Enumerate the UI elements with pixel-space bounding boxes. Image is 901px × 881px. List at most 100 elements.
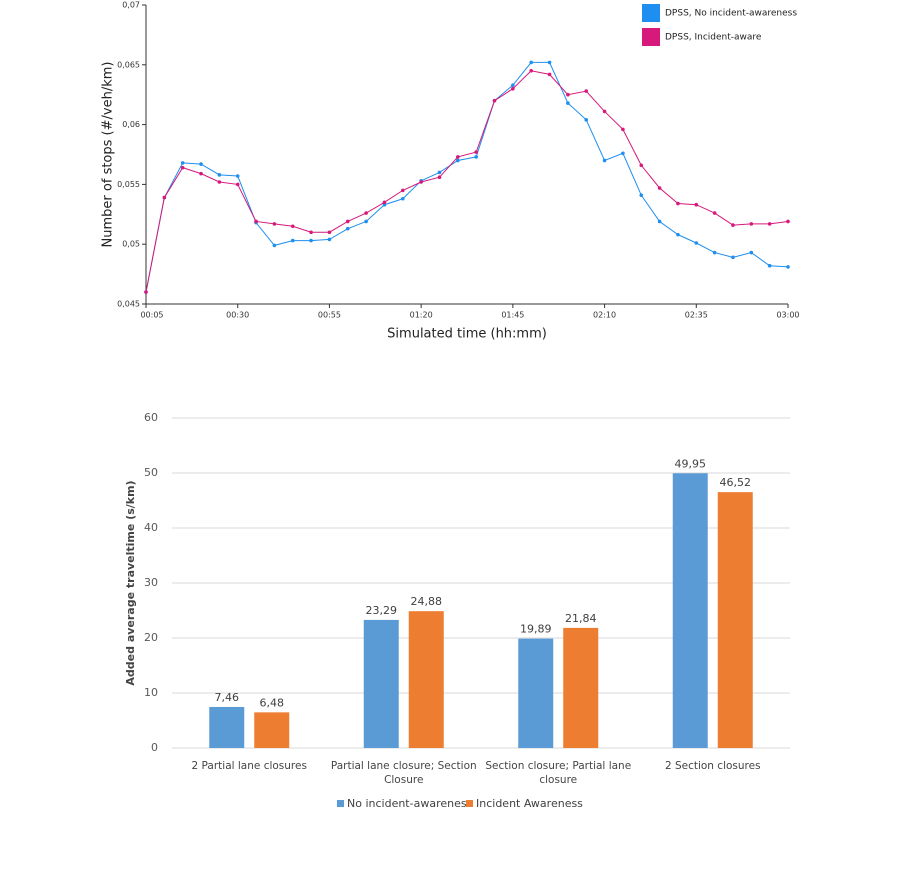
- point: [235, 174, 240, 178]
- legend-swatch: [642, 28, 660, 46]
- y-tick-label: 0: [151, 741, 158, 754]
- point: [731, 255, 735, 260]
- y-tick-label: 0,07: [122, 1, 140, 10]
- x-tick-label: Partial lane closure; Section Closure: [330, 760, 477, 786]
- x-axis-title: Simulated time (hh:mm): [387, 327, 547, 342]
- point: [712, 211, 717, 215]
- value-label: 23,29: [366, 604, 398, 617]
- y-tick-label: 50: [144, 466, 158, 479]
- x-tick-label: 00:30: [226, 311, 249, 320]
- value-label: 6,48: [260, 696, 285, 709]
- point: [162, 195, 167, 200]
- point: [272, 222, 277, 226]
- y-tick-label: 0,06: [122, 120, 140, 129]
- y-tick-label: 30: [144, 576, 158, 589]
- point: [749, 222, 754, 226]
- series-line: [145, 61, 789, 293]
- point: [657, 219, 662, 224]
- x-tick-label: Section closure; Partial lane closure: [485, 760, 632, 786]
- point: [676, 232, 680, 237]
- point: [217, 180, 222, 184]
- point: [566, 92, 570, 97]
- point: [180, 161, 185, 165]
- point: [254, 219, 258, 224]
- point: [584, 118, 589, 122]
- bar: [717, 492, 753, 748]
- y-tick-label: 10: [144, 686, 158, 699]
- value-label: 7,46: [215, 691, 240, 704]
- point: [529, 68, 533, 73]
- point: [180, 165, 185, 170]
- point: [290, 238, 295, 243]
- point: [694, 202, 699, 207]
- point: [639, 193, 644, 197]
- value-label: 46,52: [720, 476, 752, 489]
- point: [584, 89, 589, 93]
- point: [474, 150, 478, 154]
- point: [437, 170, 442, 175]
- legend-label: No incident-awareness: [347, 797, 473, 810]
- point: [290, 224, 295, 229]
- point: [474, 155, 478, 159]
- point: [144, 290, 148, 294]
- point: [456, 158, 460, 163]
- legend-swatch: [466, 800, 473, 807]
- point: [767, 263, 772, 268]
- x-tick-label: 03:00: [776, 311, 799, 320]
- point: [456, 155, 460, 159]
- point: [566, 101, 570, 105]
- bar: [563, 627, 599, 748]
- point: [364, 219, 368, 224]
- value-label: 49,95: [675, 457, 707, 470]
- legend-label: DPSS, No incident-awareness: [665, 9, 797, 19]
- x-tick-label: 01:20: [410, 311, 433, 320]
- x-tick-label: 02:10: [593, 311, 616, 320]
- point: [547, 72, 552, 77]
- x-tick-label-box: Section closure; Partial lane closure: [485, 760, 632, 786]
- y-tick-label: 0,055: [117, 180, 140, 189]
- point: [419, 180, 423, 184]
- point: [547, 60, 552, 65]
- point: [345, 219, 350, 224]
- point: [199, 171, 203, 176]
- point: [235, 182, 240, 187]
- bar: [672, 473, 708, 748]
- point: [731, 223, 735, 227]
- point: [602, 158, 607, 163]
- point: [621, 127, 625, 132]
- point: [272, 243, 277, 248]
- point: [786, 265, 790, 269]
- y-axis-title: Added average traveltime (s/km): [124, 480, 137, 685]
- point: [345, 226, 350, 231]
- x-tick-label-box: 2 Section closures: [664, 760, 761, 772]
- x-tick-label: 2 Section closures: [664, 760, 761, 772]
- point: [786, 219, 790, 224]
- series-line: [145, 70, 789, 293]
- legend-label: DPSS, Incident-aware: [665, 33, 762, 43]
- y-tick-label: 20: [144, 631, 158, 644]
- bar: [518, 638, 554, 748]
- point: [382, 200, 387, 205]
- point: [327, 237, 332, 242]
- point: [492, 98, 497, 103]
- x-tick-label-box: Partial lane closure; Section Closure: [330, 760, 477, 786]
- point: [401, 196, 405, 201]
- point: [657, 186, 662, 190]
- y-tick-label: 40: [144, 521, 158, 534]
- point: [511, 83, 515, 87]
- bar: [254, 712, 290, 748]
- bar: [209, 706, 245, 748]
- x-tick-label: 2 Partial lane closures: [191, 760, 307, 772]
- point: [712, 250, 717, 255]
- point: [217, 173, 222, 177]
- y-tick-label: 0,05: [122, 240, 140, 249]
- point: [694, 241, 699, 245]
- y-tick-label: 60: [144, 411, 158, 424]
- point: [749, 250, 754, 255]
- x-tick-label-box: 2 Partial lane closures: [191, 760, 307, 772]
- point: [327, 230, 332, 235]
- point: [639, 163, 644, 168]
- y-axis-title: Number of stops (#/veh/km): [101, 62, 116, 248]
- y-tick-label: 0,065: [117, 60, 140, 69]
